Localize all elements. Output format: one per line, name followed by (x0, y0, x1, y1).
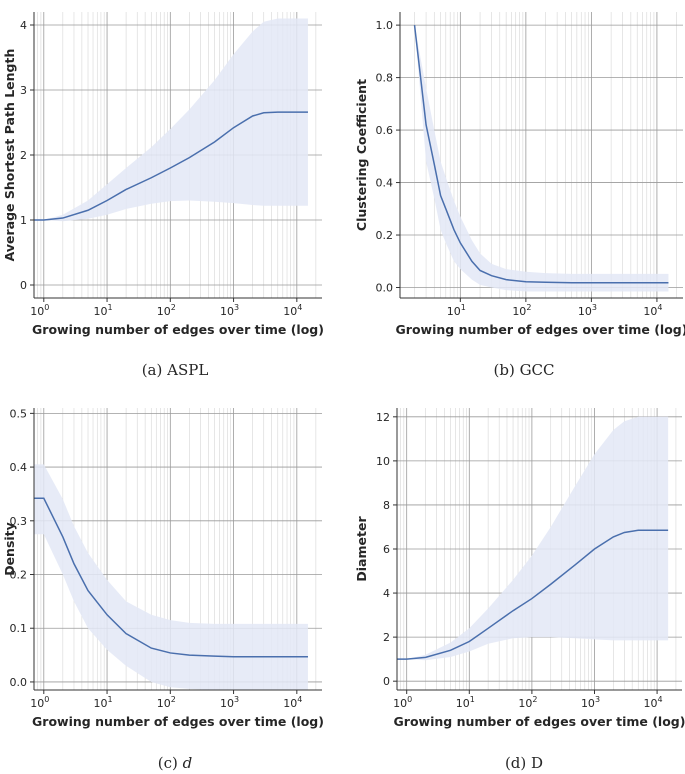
y-tick-label: 12 (376, 411, 390, 424)
y-tick-label: 0 (20, 279, 27, 292)
y-tick-label: 0.8 (376, 72, 394, 85)
x-tick-label: 103 (581, 695, 600, 710)
mean-line (34, 111, 308, 221)
panel-caption: (a) ASPL (142, 361, 209, 379)
panel-b: 0.0 0.2 0.4 0.6 0.8 1.0 101 102 103 104 Growing nu… (354, 12, 685, 379)
x-tick-label: 101 (94, 695, 113, 710)
confidence-band (34, 18, 308, 222)
x-tick-label: 104 (283, 303, 302, 318)
x-tick-label: 101 (456, 695, 475, 710)
x-tick-label: 102 (512, 303, 531, 318)
x-tick-label: 100 (30, 695, 49, 710)
x-tick-label: 100 (30, 303, 49, 318)
x-axis-label: Growing number of edges over time (log) (396, 322, 685, 337)
y-axis-label: Diameter (354, 516, 369, 582)
x-axis-label: Growing number of edges over time (log) (32, 714, 324, 729)
x-tick-label: 104 (644, 695, 663, 710)
y-axis-label: Density (2, 522, 17, 576)
x-tick-label: 100 (393, 695, 412, 710)
y-tick-label: 1 (20, 214, 27, 227)
y-tick-label: 1.0 (376, 19, 394, 32)
y-tick-label: 0.0 (10, 676, 28, 689)
y-axis-label: Average Shortest Path Length (2, 49, 17, 262)
y-tick-label: 10 (376, 455, 390, 468)
y-tick-label: 0.4 (10, 461, 28, 474)
y-tick-label: 0.0 (376, 282, 394, 295)
y-tick-label: 0.4 (376, 177, 394, 190)
y-tick-label: 6 (383, 543, 390, 556)
panel-d: 0 2 4 6 8 10 12 100 101 102 103 104 Growing number o… (354, 408, 685, 772)
confidence-band (34, 464, 308, 690)
y-tick-label: 4 (383, 587, 390, 600)
x-axis-label: Growing number of edges over time (log) (32, 322, 324, 337)
y-tick-label: 2 (383, 631, 390, 644)
confidence-band (397, 416, 669, 661)
x-tick-label: 104 (283, 695, 302, 710)
y-tick-label: 0 (383, 675, 390, 688)
y-axis-label: Clustering Coefficient (354, 79, 369, 231)
y-tick-label: 8 (383, 499, 390, 512)
panel-a: 0 1 2 3 4 100 101 102 103 104 Growing number of ed… (2, 12, 324, 379)
y-tick-label: 0.2 (376, 229, 394, 242)
x-tick-label: 101 (447, 303, 466, 318)
x-axis-label: Growing number of edges over time (log) (394, 714, 685, 729)
x-tick-label: 103 (220, 695, 239, 710)
x-tick-label: 104 (643, 303, 662, 318)
y-tick-label: 0.2 (10, 569, 28, 582)
x-tick-label: 102 (518, 695, 537, 710)
panel-caption: (b) GCC (493, 361, 554, 379)
panel-caption: (d) D (505, 754, 543, 772)
panel-c: 0.0 0.1 0.2 0.3 0.4 0.5 100 101 102 103 104 Growing… (2, 407, 324, 772)
y-tick-label: 0.5 (10, 407, 28, 420)
x-tick-label: 102 (157, 303, 176, 318)
y-tick-label: 0.6 (376, 124, 394, 137)
mean-line (413, 25, 669, 284)
mean-line (397, 529, 669, 660)
x-tick-label: 103 (578, 303, 597, 318)
x-tick-label: 101 (94, 303, 113, 318)
mean-line (34, 497, 308, 658)
confidence-band (414, 25, 669, 292)
y-tick-label: 0.1 (10, 622, 28, 635)
x-tick-label: 103 (220, 303, 239, 318)
y-tick-label: 3 (20, 84, 27, 97)
y-tick-label: 2 (20, 149, 27, 162)
panel-caption: (c) d (158, 754, 192, 772)
y-tick-label: 0.3 (10, 515, 28, 528)
x-tick-label: 102 (157, 695, 176, 710)
y-tick-label: 4 (20, 19, 27, 32)
